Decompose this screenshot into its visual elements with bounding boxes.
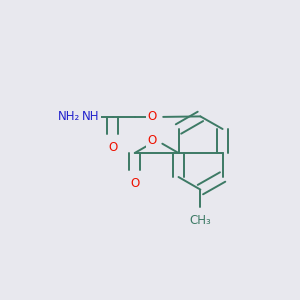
- Text: NH: NH: [82, 110, 100, 124]
- Text: O: O: [108, 141, 117, 154]
- Text: NH₂: NH₂: [58, 110, 80, 124]
- Text: O: O: [147, 110, 157, 124]
- Text: O: O: [130, 177, 139, 190]
- Text: CH₃: CH₃: [190, 214, 211, 226]
- Text: O: O: [147, 134, 157, 147]
